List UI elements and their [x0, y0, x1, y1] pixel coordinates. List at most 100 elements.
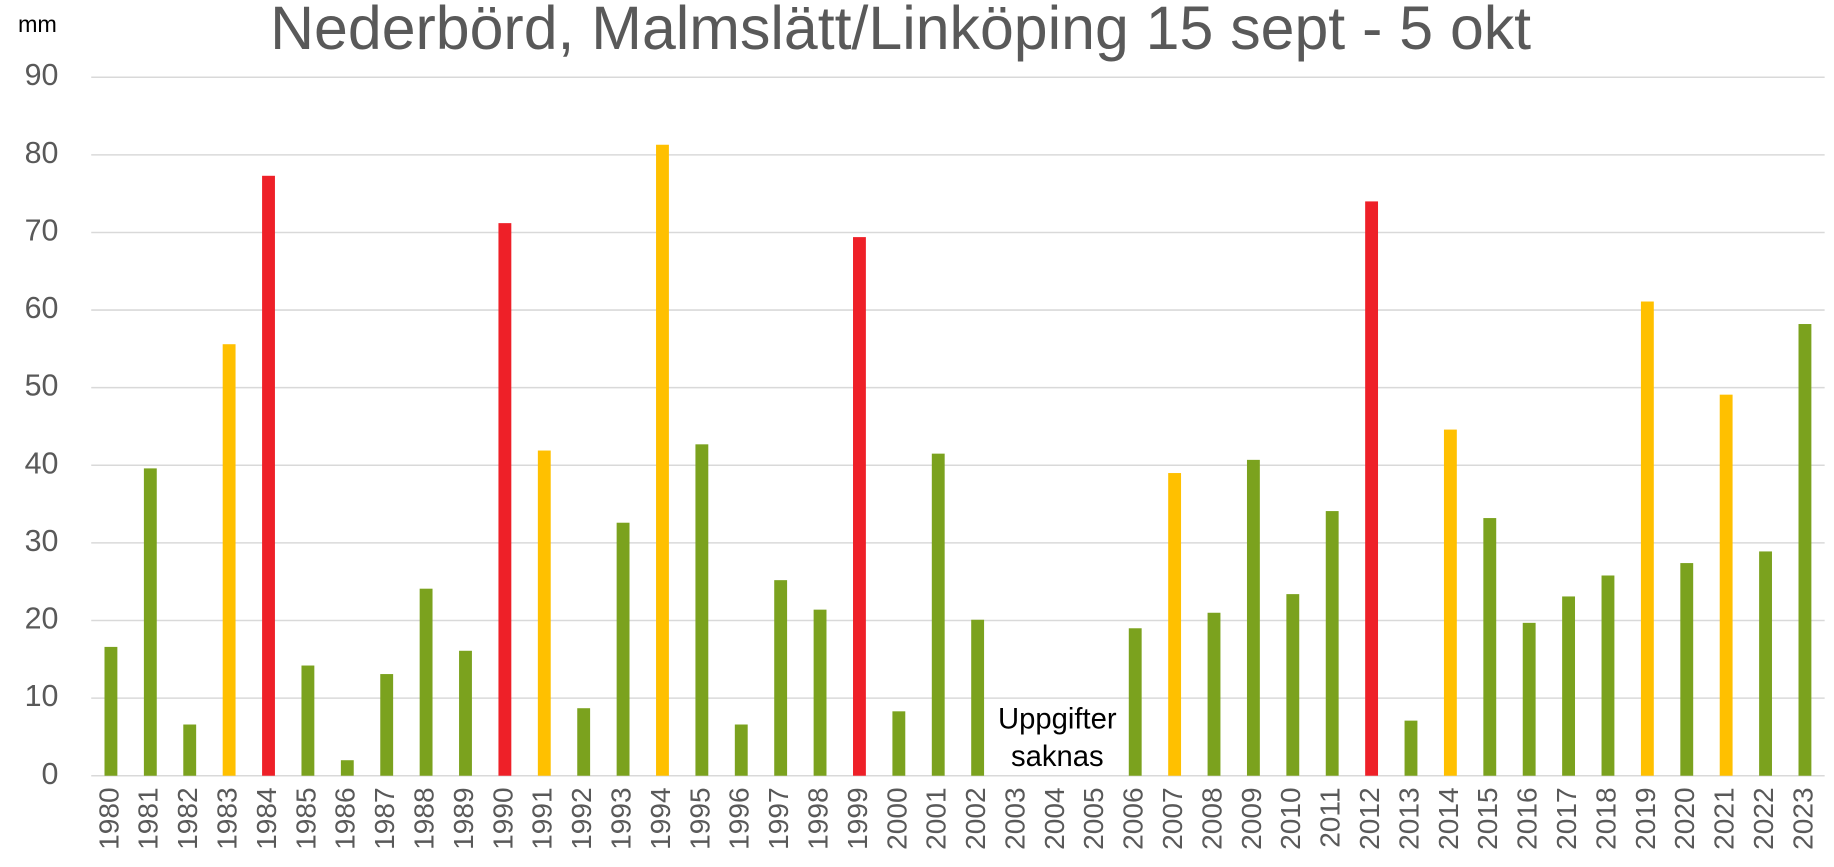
bar — [1128, 628, 1142, 776]
x-tick-label: 2008 — [1196, 787, 1227, 849]
bar — [222, 344, 236, 776]
x-tick-label: 1989 — [448, 787, 479, 849]
x-tick-label: 2021 — [1709, 787, 1740, 849]
x-tick-label: 1996 — [724, 787, 755, 849]
x-tick-label: 1999 — [842, 787, 873, 849]
y-tick-label: 10 — [25, 679, 59, 713]
bar — [971, 619, 985, 776]
x-tick-label: 2007 — [1157, 787, 1188, 849]
bar — [262, 175, 275, 776]
bar — [419, 588, 433, 776]
x-tick-label: 2001 — [921, 787, 952, 849]
x-tick-label: 1985 — [290, 787, 321, 849]
bar — [301, 665, 315, 776]
x-tick-label: 1987 — [369, 787, 400, 849]
bar — [1522, 622, 1536, 776]
bar — [340, 760, 354, 776]
bar — [1168, 473, 1182, 776]
x-tick-label: 2002 — [960, 787, 991, 849]
bar — [656, 144, 669, 776]
x-tick-label: 2019 — [1630, 787, 1661, 849]
x-tick-label: 1993 — [605, 787, 636, 849]
x-tick-label: 2004 — [1039, 787, 1070, 849]
bar — [1601, 575, 1615, 776]
y-tick-label: 70 — [25, 213, 59, 247]
x-tick-label: 1986 — [330, 787, 361, 849]
x-tick-label: 2013 — [1393, 787, 1424, 849]
bar — [1562, 596, 1576, 776]
x-tick-label: 1990 — [487, 787, 518, 849]
bar — [1443, 429, 1457, 776]
bar — [1759, 551, 1772, 776]
bar — [931, 453, 945, 776]
x-tick-label: 2009 — [1236, 787, 1267, 849]
x-tick-label: 1984 — [251, 787, 282, 849]
bar — [459, 650, 472, 776]
x-tick-label: 2015 — [1472, 787, 1503, 849]
y-tick-label: 20 — [25, 602, 59, 636]
bar — [1483, 518, 1497, 776]
y-tick-label: 40 — [25, 446, 59, 480]
x-tick-label: 1980 — [93, 787, 124, 849]
x-tick-label: 2012 — [1354, 787, 1385, 849]
bar — [853, 237, 866, 776]
x-tick-label: 2018 — [1590, 787, 1621, 849]
x-tick-label: 1994 — [645, 787, 676, 849]
y-axis-label: mm — [18, 11, 57, 37]
y-tick-label: 60 — [25, 291, 59, 325]
x-tick-label: 1997 — [763, 787, 794, 849]
x-tick-label: 2014 — [1433, 787, 1464, 849]
x-tick-label: 2020 — [1669, 787, 1700, 849]
x-tick-label: 2023 — [1787, 787, 1818, 849]
bar — [1246, 459, 1260, 776]
x-tick-label: 1983 — [212, 787, 243, 849]
bar — [498, 223, 512, 776]
y-tick-label: 90 — [25, 58, 59, 92]
bar — [183, 724, 197, 776]
x-tick-label: 2005 — [1078, 787, 1109, 849]
bar — [1325, 511, 1339, 776]
annotation: saknas — [1011, 741, 1104, 773]
x-tick-label: 2010 — [1275, 787, 1306, 849]
x-tick-label: 1995 — [684, 787, 715, 849]
bar — [1640, 301, 1654, 776]
y-tick-label: 30 — [25, 524, 59, 558]
x-tick-label: 1988 — [409, 787, 440, 849]
y-tick-label: 80 — [25, 136, 59, 170]
x-tick-label: 2000 — [881, 787, 912, 849]
x-tick-label: 2006 — [1118, 787, 1149, 849]
bar — [695, 444, 709, 776]
bar — [734, 724, 748, 776]
bar — [1365, 201, 1379, 776]
x-tick-label: 1998 — [802, 787, 833, 849]
bar — [143, 468, 157, 776]
bar — [1798, 324, 1812, 776]
bar — [774, 580, 788, 776]
x-tick-label: 2003 — [999, 787, 1030, 849]
x-tick-label: 1991 — [527, 787, 558, 849]
bar — [616, 522, 630, 776]
bar — [1286, 594, 1300, 776]
y-tick-label: 50 — [25, 369, 59, 403]
chart-title: Nederbörd, Malmslätt/Linköping 15 sept -… — [270, 0, 1531, 62]
x-tick-label: 1982 — [172, 787, 203, 849]
x-tick-label: 1992 — [566, 787, 597, 849]
bar — [380, 674, 394, 776]
bar — [892, 711, 906, 776]
bar — [1404, 720, 1418, 776]
x-tick-label: 2017 — [1551, 787, 1582, 849]
bar — [104, 646, 118, 776]
bar — [1680, 563, 1694, 776]
bar — [537, 450, 551, 776]
bar — [1207, 612, 1221, 776]
x-tick-label: 2011 — [1315, 787, 1346, 847]
bar — [577, 708, 591, 776]
bar — [813, 609, 827, 776]
annotation: Uppgifter — [998, 703, 1117, 735]
y-tick-label: 0 — [42, 757, 59, 791]
bar — [1719, 394, 1733, 776]
x-tick-label: 2016 — [1512, 787, 1543, 849]
x-tick-label: 1981 — [133, 787, 164, 849]
x-tick-label: 2022 — [1748, 787, 1779, 849]
